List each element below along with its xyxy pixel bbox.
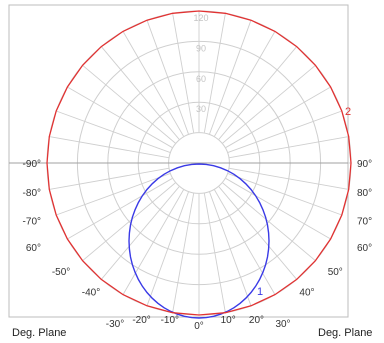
radial-tick-label: 90	[196, 43, 206, 53]
grid-spoke	[67, 86, 173, 148]
grid-spoke	[229, 167, 349, 190]
grid-spoke	[227, 110, 342, 153]
angle-label: 40°	[299, 288, 314, 299]
angle-label: 30°	[275, 319, 290, 330]
angle-label: -80°	[23, 188, 41, 199]
bottom-right-plane-label: Deg. Plane	[318, 327, 373, 339]
grid-spoke	[172, 13, 195, 133]
grid-spoke	[82, 64, 176, 144]
grid-spoke	[229, 136, 349, 159]
grid-spoke	[209, 191, 252, 306]
angle-label: -50°	[52, 267, 70, 278]
grid-spoke	[203, 13, 226, 133]
angle-label: -40°	[82, 288, 100, 299]
grid-spoke	[100, 186, 180, 280]
grid-spoke	[225, 86, 331, 148]
grid-spoke	[100, 46, 180, 140]
grid-spoke	[82, 182, 176, 262]
series-curve-1	[128, 163, 270, 319]
grid-spoke	[146, 20, 189, 135]
label-group: 30 60 90 120 -90° -80° -70° 60° -50° -40° -30° -20°…	[23, 13, 373, 332]
grid-spoke	[122, 189, 184, 295]
angle-label: -90°	[23, 159, 41, 170]
grid-spoke	[49, 167, 169, 190]
grid-spoke	[222, 182, 316, 262]
grid-spoke	[203, 193, 226, 313]
radial-tick-label: 60	[196, 74, 206, 84]
grid-spoke	[67, 178, 173, 240]
grid-spoke	[222, 64, 316, 144]
angle-label: 60°	[26, 243, 41, 254]
grid-spoke	[227, 173, 342, 216]
angle-label: 50°	[328, 267, 343, 278]
grid-spoke	[225, 178, 331, 240]
angle-label: -10°	[161, 315, 179, 326]
grid-spoke	[56, 110, 171, 153]
bottom-left-plane-label: Deg. Plane	[12, 327, 67, 339]
angle-label: 70°	[357, 216, 372, 227]
series-group	[46, 10, 352, 319]
angle-label: 90°	[357, 159, 372, 170]
plot-frame	[8, 4, 349, 318]
angle-label: 10°	[221, 315, 236, 326]
angle-label: 20°	[249, 315, 264, 326]
polar-grid	[9, 10, 352, 316]
series-curve-2	[46, 10, 352, 316]
series-label-2: 2	[345, 106, 351, 118]
angle-label: -20°	[132, 315, 150, 326]
angle-label: -30°	[106, 319, 124, 330]
angle-label: 80°	[357, 188, 372, 199]
grid-spoke	[214, 189, 276, 295]
angle-label: 60°	[357, 243, 372, 254]
grid-spoke	[122, 31, 184, 137]
grid-spoke	[172, 193, 195, 313]
grid-spoke	[146, 191, 189, 306]
angle-label: 0°	[194, 321, 204, 332]
grid-spoke	[214, 31, 276, 137]
series-label-1: 1	[257, 286, 263, 298]
grid-spoke	[218, 186, 298, 280]
grid-spoke	[49, 136, 169, 159]
radial-tick-label: 30	[196, 104, 206, 114]
grid-spoke	[209, 20, 252, 135]
angle-label: -70°	[23, 216, 41, 227]
radial-tick-label: 120	[193, 13, 208, 23]
grid-spoke	[218, 46, 298, 140]
grid-spoke	[56, 173, 171, 216]
